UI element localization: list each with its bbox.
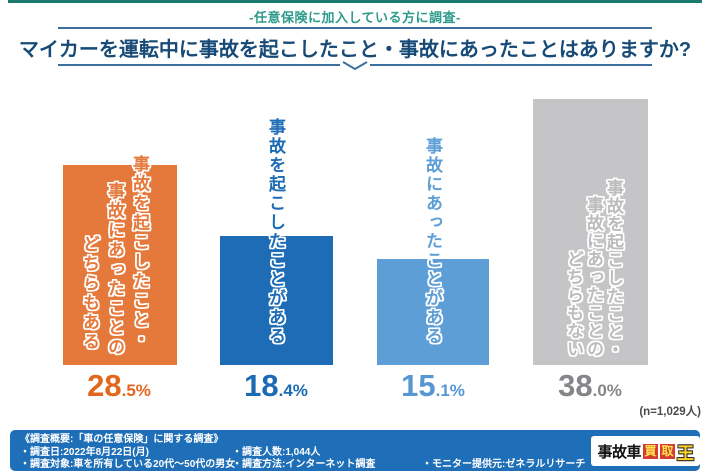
bar-neither [533, 99, 648, 365]
bar-category-label: 事故を起こしたこと・ 事故にあったことの どちらもある [80, 155, 149, 358]
survey-provider: ・モニター提供元:ゼネラルリサーチ [422, 459, 586, 470]
title-bottom-rule-right [370, 64, 652, 66]
bar-had-accident [377, 259, 489, 365]
top-accent-line [8, 0, 702, 3]
jikosha-kaitoriou-logo: 事故車買取王 [591, 436, 700, 466]
value-label: 28.5% [87, 368, 151, 403]
value-label: 18.4% [244, 368, 308, 403]
chevron-down-icon [342, 61, 368, 71]
bar-caused-accident [220, 236, 333, 365]
survey-tagline: -任意保険に加入している方に調査- [249, 10, 461, 25]
value-label: 38.0% [558, 368, 622, 403]
title-bottom-rule-left [58, 64, 340, 66]
bar-category-label: 事故にあったことがある [423, 137, 442, 346]
survey-count: ・調査人数:1,044人 [232, 446, 321, 458]
survey-target: ・調査対象:車を所有している20代〜50代の男女 [20, 459, 236, 470]
bar-both-accidents [63, 165, 177, 365]
survey-date: ・調査日:2022年8月22日(月) [20, 446, 149, 458]
bar-category-label: 事故を起こしたこと・ 事故にあったことの どちらもない [564, 179, 623, 359]
survey-overview: 《調査概要:「車の任意保険」に関する調査》 [20, 434, 224, 445]
bar-category-label: 事故を起こしたことがある [266, 118, 285, 346]
title-top-rule [58, 27, 652, 29]
survey-details-box: 《調査概要:「車の任意保険」に関する調査》 ・調査日:2022年8月22日(月)… [10, 430, 700, 471]
sample-size-note: (n=1,029人) [639, 406, 701, 418]
survey-method: ・調査方法:インターネット調査 [232, 459, 376, 470]
page-title: マイカーを運転中に事故を起こしたこと・事故にあったことはありますか? [18, 39, 692, 61]
value-label: 15.1% [401, 368, 465, 403]
